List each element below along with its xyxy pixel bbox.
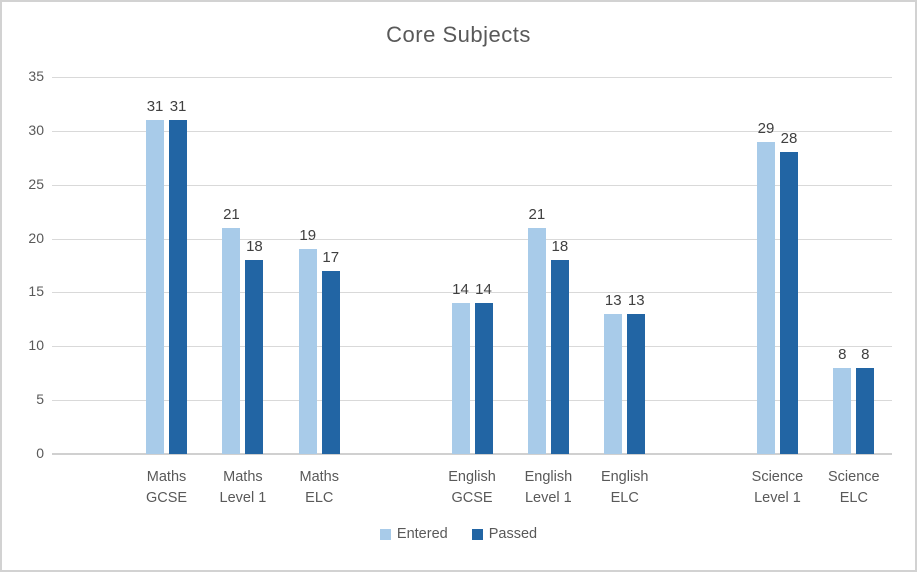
legend-item-passed: Passed [471,526,538,542]
data-label: 21 [223,205,240,223]
data-label: 29 [757,119,775,137]
data-label: 14 [452,281,469,299]
bar-passed-english-elc [627,313,646,454]
legend: Entered Passed [2,526,915,542]
data-label: 31 [146,98,164,116]
data-label: 21 [528,205,546,223]
gridline [52,238,892,240]
y-axis-tick-label: 35 [28,68,44,84]
gridline [52,346,892,348]
bar-passed-maths-gcse [169,120,188,454]
gridline [52,184,892,186]
data-label: 28 [780,130,798,148]
legend-label-passed: Passed [488,526,538,542]
bar-entered-science-elc [833,367,852,454]
bar-passed-maths-elc [321,270,340,454]
bar-passed-maths-level-1 [245,260,264,454]
y-axis-tick-label: 15 [28,283,44,300]
x-axis-category-label: English ELC [600,469,649,506]
x-axis-category-label: English GCSE [448,469,496,506]
x-axis-category-label: Science Level 1 [751,469,804,506]
bar-passed-english-gcse [474,303,493,454]
bar-entered-maths-gcse [146,120,165,454]
x-axis-category-label: Maths GCSE [145,469,188,506]
gridline [52,130,892,132]
chart-title: Core Subjects [386,22,531,47]
bar-passed-science-level-1 [779,152,798,454]
gridline [52,400,892,402]
data-label: 8 [861,345,870,363]
legend-swatch-entered [379,528,391,540]
x-axis-line [52,453,892,455]
bar-entered-english-gcse [451,303,470,454]
legend-item-entered: Entered [379,526,448,542]
bar-entered-english-level-1 [527,227,546,454]
data-label: 14 [475,281,492,299]
gridline [52,77,892,78]
data-label: 19 [299,227,317,245]
data-label: 18 [246,238,263,256]
y-axis-tick-label: 10 [28,337,44,354]
x-axis-category-label: Maths ELC [299,469,340,506]
y-axis-tick-label: 0 [36,445,44,461]
y-axis-tick-label: 30 [28,121,44,138]
legend-swatch-passed [471,528,483,540]
bar-passed-english-level-1 [550,260,569,454]
y-axis-tick-label: 5 [36,391,44,408]
legend-label-entered: Entered [396,526,448,542]
bar-entered-maths-level-1 [222,227,241,454]
data-label: 13 [627,291,645,309]
data-label: 8 [838,345,847,363]
bar-entered-maths-elc [298,249,317,454]
data-label: 18 [551,238,569,256]
bar-entered-english-elc [604,313,623,454]
data-label: 17 [322,248,340,266]
data-label: 31 [169,98,187,116]
bar-passed-science-elc [856,367,875,454]
bar-entered-science-level-1 [756,141,775,454]
data-label: 13 [604,291,622,309]
x-axis-category-label: English Level 1 [524,469,573,506]
gridline [52,292,892,294]
y-axis-tick-label: 25 [28,175,44,192]
y-axis-tick-label: 20 [28,229,44,246]
x-axis-category-label: Science ELC [828,469,880,506]
x-axis-category-label: Maths Level 1 [219,469,267,506]
